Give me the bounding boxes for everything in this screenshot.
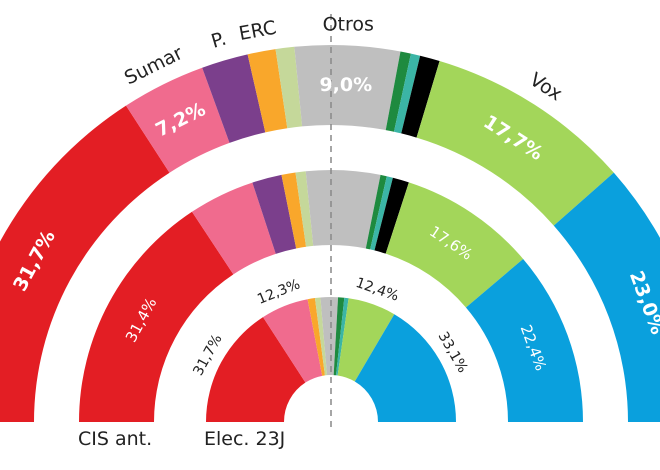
slice-middle-pp (465, 258, 583, 422)
slice-outer-psoe (0, 105, 170, 422)
slice-inner-vox (337, 298, 395, 382)
party-name-otros: Otros (323, 13, 374, 35)
slice-middle-sumar (191, 182, 276, 275)
slice-outer-erc (247, 49, 288, 133)
slice-middle-erc (281, 172, 307, 249)
slice-outer-bildu (275, 46, 303, 129)
party-name-erc: ERC (237, 17, 278, 46)
slice-middle-dkgreen (365, 174, 387, 250)
slice-outer-pp (553, 172, 660, 422)
slice-inner-psoe (206, 317, 306, 422)
slice-middle-black (374, 177, 409, 254)
ring-title-middle: CIS ant. (78, 428, 152, 450)
slice-inner-erc (307, 298, 325, 376)
slice-inner-teal (336, 297, 349, 376)
slice-middle-vox (385, 182, 524, 308)
slice-outer-sumar (126, 67, 230, 173)
slice-outer-teal (393, 53, 421, 134)
slice-middle-bildu (295, 171, 314, 247)
slice-outer-vox (416, 60, 614, 226)
party-name-podemos: P. (209, 28, 229, 53)
slice-middle-podemos (252, 174, 297, 254)
ring-title-inner: Elec. 23J (204, 428, 285, 450)
slice-outer-otros (294, 45, 401, 131)
party-name-vox: Vox (526, 69, 566, 106)
slice-inner-dkgreen (333, 297, 345, 376)
slice-outer-dkgreen (385, 51, 411, 132)
slice-outer-podemos (202, 54, 266, 143)
slice-inner-otros (320, 297, 339, 376)
slice-middle-psoe (79, 211, 234, 422)
slice-inner-sumar (263, 299, 323, 383)
slice-outer-black (401, 55, 440, 138)
slice-inner-pp (354, 314, 456, 422)
data-label-outer-otros: 9,0% (319, 74, 372, 96)
slice-inner-bildu (314, 297, 328, 376)
slice-middle-teal (370, 176, 393, 251)
slice-middle-otros (305, 170, 381, 249)
data-label-inner-vox: 12,4% (354, 275, 401, 305)
